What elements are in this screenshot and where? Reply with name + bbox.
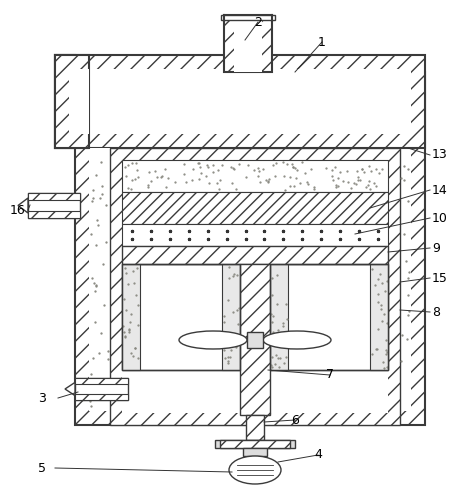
- Bar: [270, 264, 388, 370]
- Text: 4: 4: [314, 449, 322, 462]
- Bar: [28, 193, 80, 218]
- Bar: [370, 264, 388, 370]
- Bar: [75, 72, 425, 425]
- Bar: [270, 264, 288, 370]
- Bar: [221, 15, 275, 20]
- Ellipse shape: [179, 331, 247, 349]
- Text: 1: 1: [318, 36, 326, 49]
- Bar: [122, 264, 240, 370]
- Bar: [122, 224, 388, 246]
- Text: 13: 13: [432, 149, 448, 162]
- Text: 6: 6: [291, 413, 299, 427]
- Ellipse shape: [229, 456, 281, 484]
- Text: 9: 9: [432, 242, 440, 255]
- Text: 7: 7: [326, 369, 334, 381]
- Bar: [69, 69, 89, 134]
- Bar: [122, 246, 388, 264]
- Bar: [240, 264, 270, 415]
- Bar: [220, 440, 290, 448]
- Text: 5: 5: [38, 462, 46, 474]
- Bar: [75, 378, 128, 384]
- Bar: [55, 55, 75, 148]
- Bar: [122, 264, 240, 370]
- Polygon shape: [65, 382, 75, 395]
- Bar: [122, 160, 388, 192]
- Bar: [89, 148, 110, 411]
- Text: 10: 10: [432, 211, 448, 225]
- Polygon shape: [18, 198, 28, 213]
- Text: 3: 3: [38, 392, 46, 405]
- Ellipse shape: [263, 331, 331, 349]
- Bar: [55, 55, 425, 148]
- Text: 15: 15: [432, 271, 448, 284]
- Bar: [28, 193, 80, 200]
- Bar: [75, 378, 128, 400]
- Text: 14: 14: [432, 184, 448, 196]
- Bar: [224, 15, 272, 72]
- Bar: [215, 440, 295, 448]
- Bar: [247, 332, 263, 348]
- Bar: [246, 415, 264, 440]
- Bar: [110, 148, 400, 425]
- Text: 2: 2: [254, 16, 262, 29]
- Bar: [75, 394, 128, 400]
- Bar: [55, 55, 89, 148]
- Bar: [89, 86, 411, 411]
- Bar: [69, 69, 411, 134]
- Bar: [122, 264, 140, 370]
- Bar: [234, 15, 262, 72]
- Bar: [122, 160, 388, 413]
- Text: 8: 8: [432, 305, 440, 318]
- Bar: [243, 448, 267, 456]
- Bar: [222, 264, 240, 370]
- Text: 16: 16: [10, 204, 26, 217]
- Bar: [122, 192, 388, 224]
- Bar: [270, 264, 388, 370]
- Bar: [28, 211, 80, 218]
